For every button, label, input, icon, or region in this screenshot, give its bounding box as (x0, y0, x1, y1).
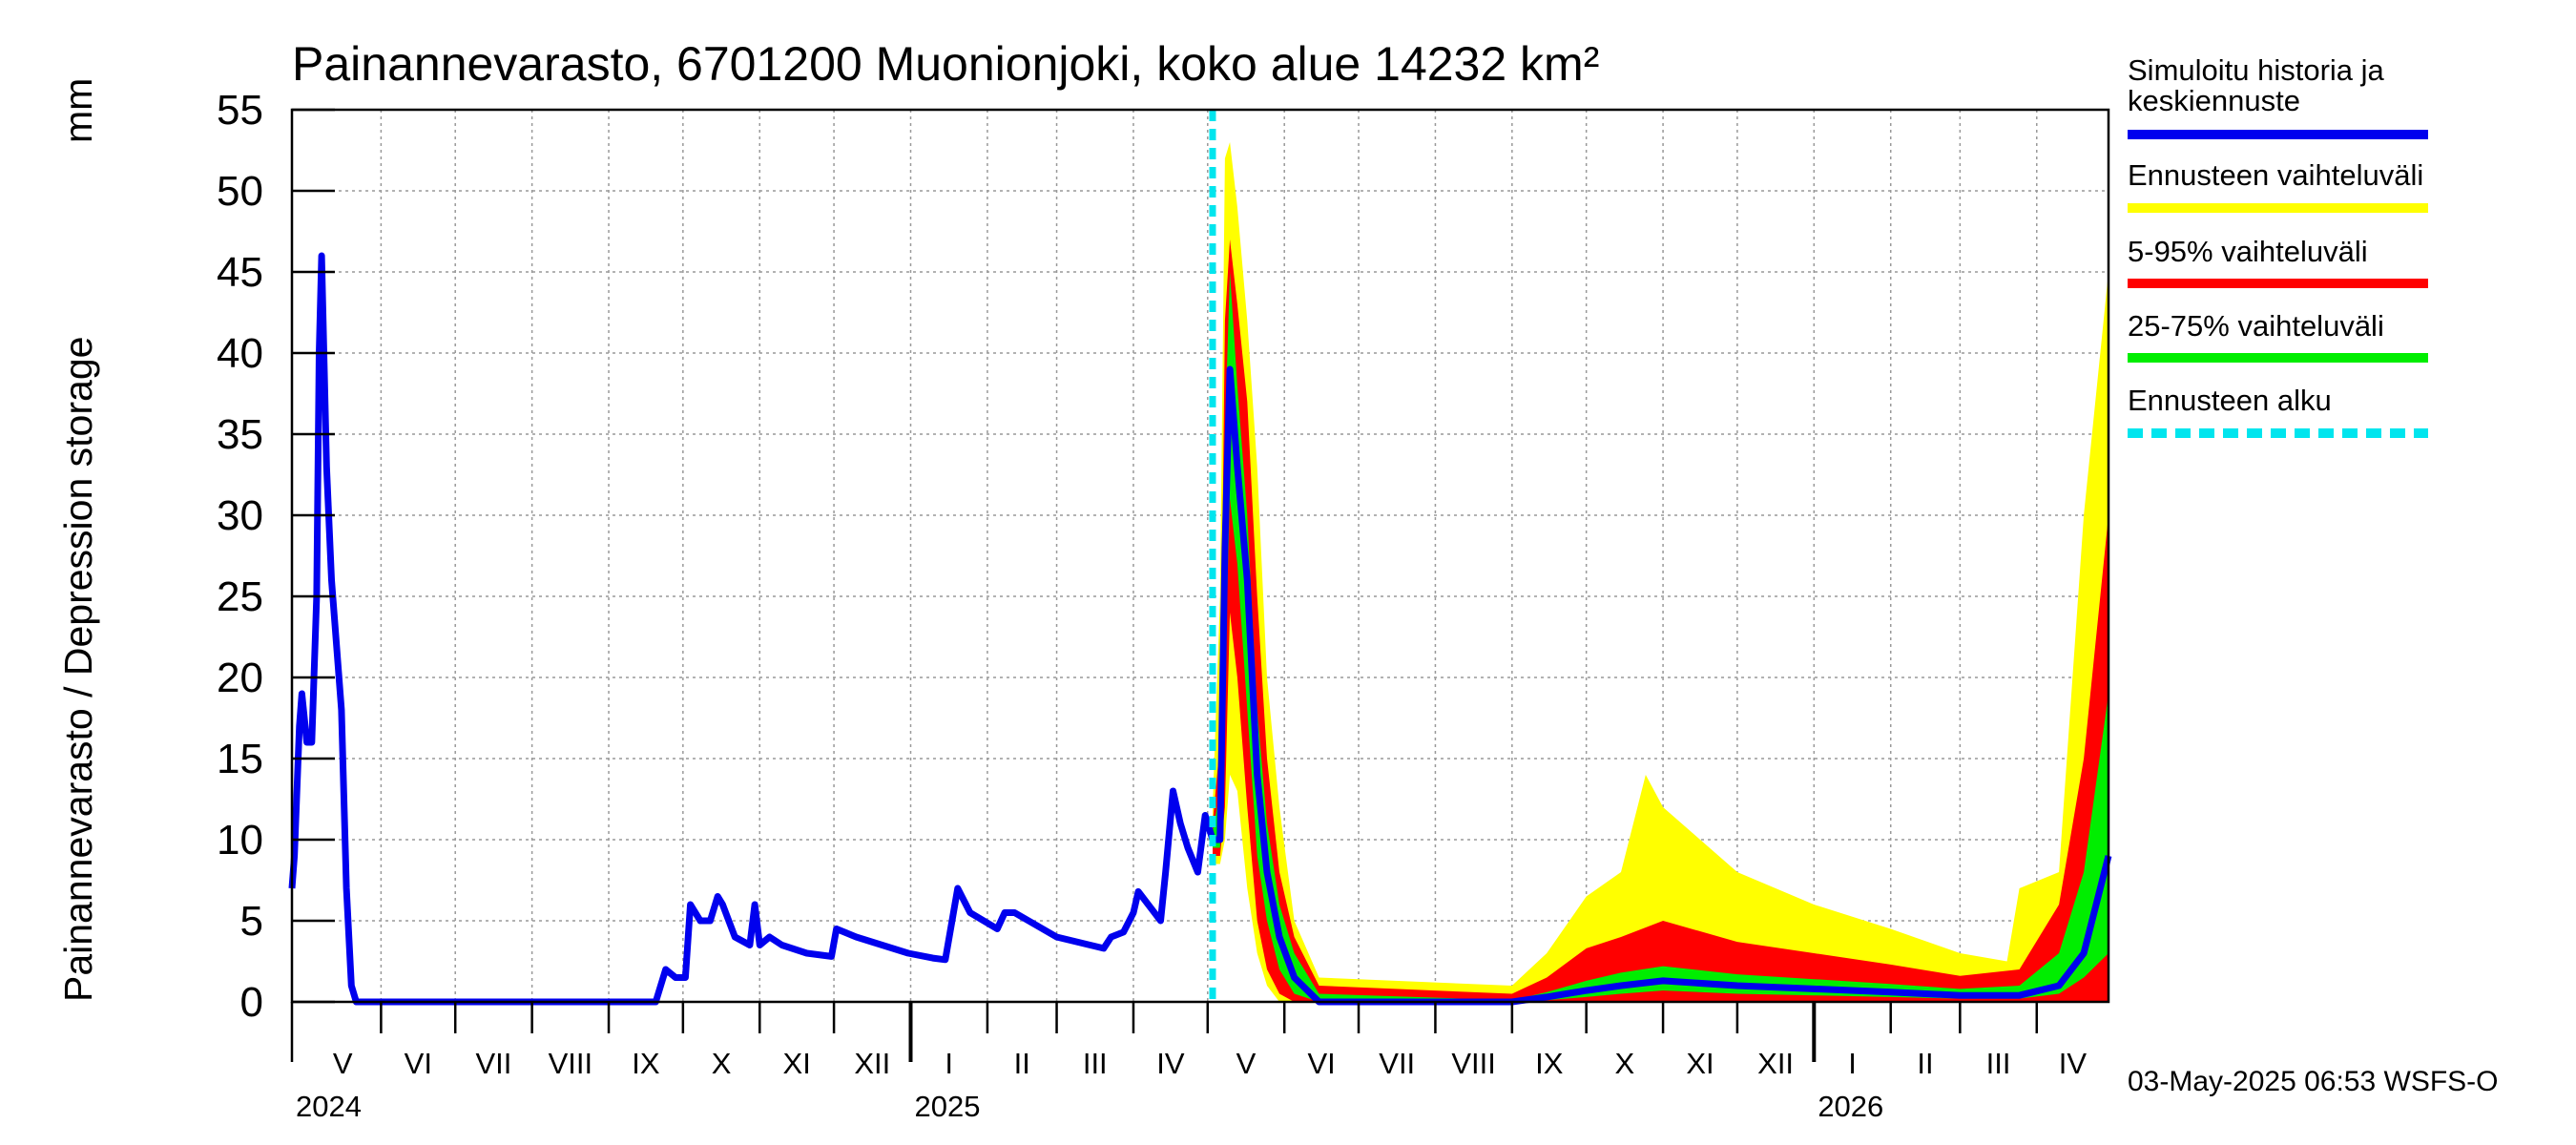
y-tick-label: 40 (217, 330, 263, 377)
y-tick-label: 30 (217, 492, 263, 539)
history-series-line (288, 252, 1216, 1006)
x-month-label: I (1848, 1047, 1857, 1080)
x-month-label: II (1917, 1047, 1933, 1080)
x-month-label: VI (1307, 1047, 1335, 1080)
y-tick-label: 45 (217, 249, 263, 296)
x-month-label: XII (854, 1047, 890, 1080)
x-month-label: X (1615, 1047, 1635, 1080)
x-month-label: VIII (1451, 1047, 1496, 1080)
x-year-label: 2024 (296, 1090, 362, 1123)
legend-label: Ennusteen alku (2128, 384, 2332, 417)
legend-entry: Ennusteen alku (2128, 384, 2428, 438)
x-month-label: V (333, 1047, 353, 1080)
x-month-label: VIII (549, 1047, 593, 1080)
legend-label: Ennusteen vaihteluväli (2128, 158, 2423, 192)
x-month-label: VII (475, 1047, 511, 1080)
timestamp-label: 03-May-2025 06:53 WSFS-O (2128, 1066, 2499, 1097)
forecast-median-line (1213, 365, 2112, 1006)
x-month-label: VII (1379, 1047, 1415, 1080)
chart-title: Painannevarasto, 6701200 Muonionjoki, ko… (292, 37, 1599, 91)
x-month-label: VI (405, 1047, 432, 1080)
y-tick-label: 50 (217, 168, 263, 215)
x-month-label: IX (632, 1047, 660, 1080)
x-month-label: V (1236, 1047, 1257, 1080)
x-month-label: I (945, 1047, 953, 1080)
x-year-label: 2026 (1818, 1090, 1883, 1123)
y-tick-label: 0 (240, 979, 263, 1026)
y-tick-label: 20 (217, 655, 263, 701)
y-tick-label: 15 (217, 736, 263, 782)
x-year-label: 2025 (915, 1090, 981, 1123)
x-month-label: XII (1757, 1047, 1794, 1080)
x-month-label: IX (1535, 1047, 1564, 1080)
band-full-range (1213, 142, 2109, 1002)
legend-entry: Ennusteen vaihteluväli (2128, 158, 2428, 213)
x-month-label: IV (1156, 1047, 1185, 1080)
legend-label: Simuloitu historia ja (2128, 53, 2385, 87)
y-axis-label: Painannevarasto / Depression storage (56, 337, 100, 1002)
x-month-label: II (1014, 1047, 1030, 1080)
legend-label: 25-75% vaihteluväli (2128, 309, 2384, 343)
x-month-label: IV (2059, 1047, 2088, 1080)
legend-entry: 25-75% vaihteluväli (2128, 309, 2428, 363)
y-tick-label: 5 (240, 898, 263, 945)
legend-label: keskiennuste (2128, 84, 2300, 117)
plot-frame (290, 108, 2110, 1004)
x-month-label: XI (1686, 1047, 1714, 1080)
x-month-label: III (1986, 1047, 2011, 1080)
y-tick-label: 55 (217, 87, 263, 134)
legend-entry: 5-95% vaihteluväli (2128, 235, 2428, 288)
y-axis-unit: mm (56, 78, 100, 143)
x-month-label: III (1083, 1047, 1108, 1080)
legend-label: 5-95% vaihteluväli (2128, 235, 2368, 268)
x-month-label: XI (783, 1047, 811, 1080)
y-tick-label: 25 (217, 573, 263, 620)
x-month-label: X (712, 1047, 732, 1080)
y-tick-label: 10 (217, 817, 263, 864)
y-tick-label: 35 (217, 411, 263, 458)
